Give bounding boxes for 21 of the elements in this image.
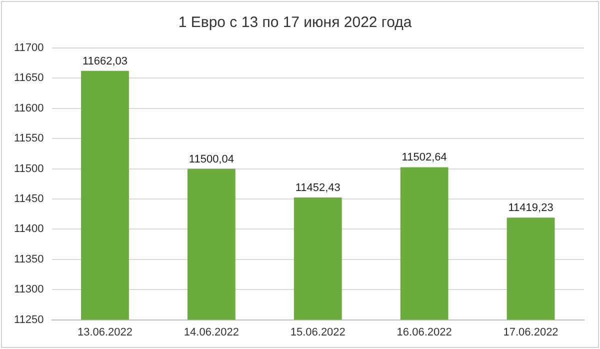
data-label: 11419,23 bbox=[508, 202, 554, 214]
y-tick-label: 11250 bbox=[14, 314, 44, 326]
data-label: 11500,04 bbox=[188, 153, 234, 166]
y-tick-label: 11300 bbox=[14, 284, 44, 296]
x-tick-label: 17.06.2022 bbox=[503, 326, 558, 338]
x-tick-label: 13.06.2022 bbox=[77, 326, 133, 338]
x-tick-label: 16.06.2022 bbox=[396, 326, 452, 338]
data-label: 11502,64 bbox=[402, 152, 447, 164]
y-tick-label: 11500 bbox=[14, 162, 44, 175]
y-tick-label: 11650 bbox=[14, 72, 44, 84]
x-tick-label: 15.06.2022 bbox=[290, 326, 346, 338]
y-tick-label: 11600 bbox=[14, 102, 44, 114]
x-tick-label: 14.06.2022 bbox=[184, 326, 239, 338]
y-tick-label: 11700 bbox=[14, 42, 44, 54]
y-tick-label: 11350 bbox=[14, 253, 44, 266]
y-tick-label: 11550 bbox=[14, 132, 44, 145]
y-tick-label: 11450 bbox=[14, 193, 44, 206]
y-tick-label: 11400 bbox=[14, 223, 44, 236]
data-label: 11662,03 bbox=[82, 55, 128, 68]
chart-title: 1 Евро с 13 по 17 июня 2022 года bbox=[178, 14, 412, 32]
data-label: 11452,43 bbox=[295, 182, 340, 194]
